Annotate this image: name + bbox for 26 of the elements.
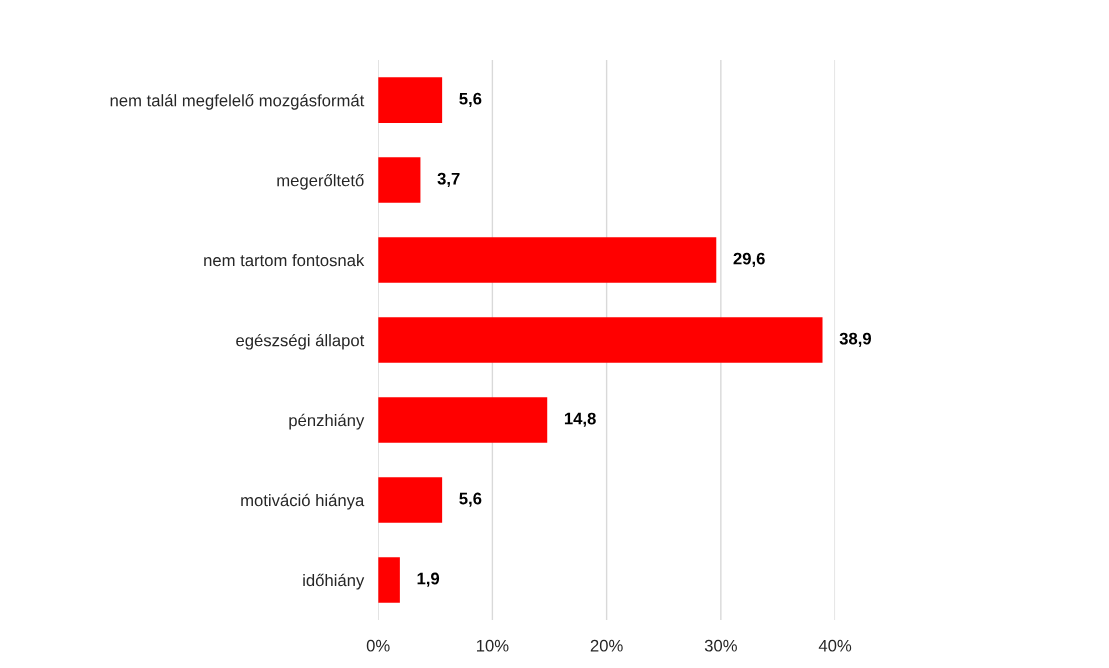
x-tick-label: 40% [818, 639, 852, 652]
data-label: 5,6 [459, 492, 482, 507]
data-label: 5,6 [459, 92, 482, 107]
bar [378, 557, 400, 603]
x-tick-label: 20% [590, 639, 623, 652]
bar [378, 477, 443, 523]
bar [378, 237, 717, 283]
bar [378, 317, 823, 363]
x-tick-label: 0% [366, 639, 390, 652]
y-tick-label: időhiány [303, 573, 365, 590]
y-tick-label: pénzhiány [289, 413, 365, 430]
data-label: 14,8 [564, 412, 596, 427]
bar [378, 157, 421, 203]
bar [378, 77, 443, 123]
x-tick-label: 30% [704, 639, 737, 652]
y-tick-label: motiváció hiánya [241, 493, 365, 510]
data-label: 3,7 [437, 172, 460, 187]
y-tick-label: egészségi állapot [236, 333, 365, 350]
y-tick-label: nem talál megfelelő mozgásformát [110, 93, 365, 110]
y-tick-label: nem tartom fontosnak [204, 254, 365, 267]
bar [378, 397, 548, 443]
y-tick-label: megerőltető [277, 173, 364, 190]
data-label: 29,6 [733, 252, 765, 267]
data-label: 38,9 [839, 332, 871, 347]
x-tick-label: 10% [476, 639, 509, 652]
data-label: 1,9 [417, 572, 440, 587]
